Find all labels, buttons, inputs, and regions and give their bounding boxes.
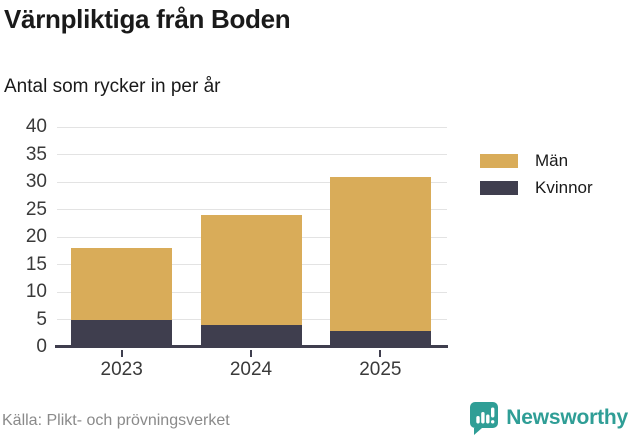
x-tick-2023 — [120, 350, 123, 357]
newsworthy-wordmark: Newsworthy — [506, 406, 628, 429]
bar-segment-kvinnor-2023 — [71, 319, 173, 347]
y-tick-label-35: 35 — [25, 143, 47, 165]
chart-legend: Män Kvinnor — [480, 147, 593, 201]
newsworthy-speech-bubble-chart-icon — [470, 402, 499, 435]
x-tick-2025 — [379, 350, 382, 357]
y-tick-label-40: 40 — [25, 116, 47, 137]
y-tick-label-5: 5 — [36, 308, 47, 330]
legend-label-man: Män — [535, 150, 569, 170]
bar-segment-män-2025 — [329, 176, 431, 331]
bar-segment-män-2024 — [200, 215, 302, 325]
legend-swatch-kvinnor — [480, 180, 518, 195]
bar-segment-kvinnor-2024 — [200, 325, 302, 347]
y-tick-label-25: 25 — [25, 198, 47, 220]
legend-item-man: Män — [480, 147, 593, 174]
gridline-35 — [57, 154, 447, 155]
plot-area: 0 5 10 15 20 25 30 35 40 2023 2024 2025 — [26, 116, 448, 380]
legend-swatch-man — [480, 153, 518, 168]
y-tick-label-0: 0 — [36, 336, 47, 357]
legend-label-kvinnor: Kvinnor — [535, 177, 593, 197]
source-note: Källa: Plikt- och prövningsverket — [2, 412, 230, 429]
x-tick-label-2025: 2025 — [359, 359, 402, 380]
x-axis-line — [55, 345, 448, 348]
newsworthy-logo: Newsworthy — [469, 401, 628, 435]
gridline-40 — [57, 126, 447, 128]
bar-segment-kvinnor-2025 — [329, 330, 431, 347]
y-tick-label-30: 30 — [25, 171, 47, 192]
gridline-25 — [57, 209, 447, 210]
gridline-30 — [57, 181, 447, 183]
x-tick-label-2023: 2023 — [100, 359, 143, 380]
x-tick-label-2024: 2024 — [229, 359, 273, 380]
legend-item-kvinnor: Kvinnor — [480, 174, 593, 201]
y-tick-label-10: 10 — [25, 281, 47, 302]
y-tick-label-15: 15 — [25, 253, 47, 275]
chart-subtitle: Antal som rycker in per år — [4, 76, 221, 97]
x-tick-2024 — [250, 350, 252, 357]
bar-segment-män-2023 — [71, 248, 173, 320]
page-title: Värnpliktiga från Boden — [4, 4, 291, 34]
y-tick-label-20: 20 — [25, 226, 47, 247]
